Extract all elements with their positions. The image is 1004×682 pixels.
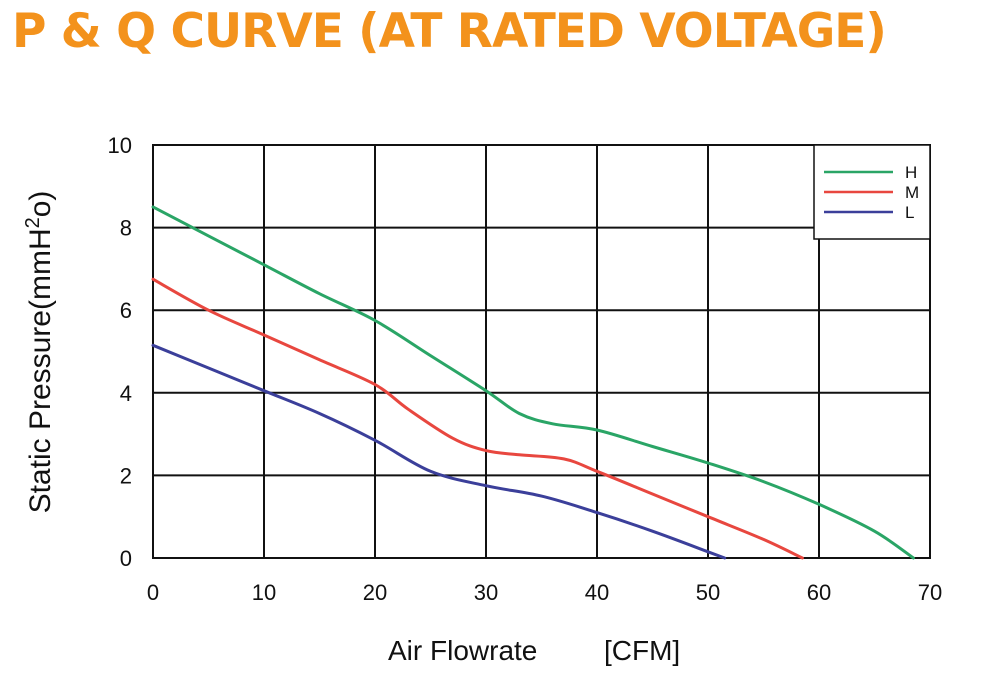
y-tick-labels: 0 2 4 6 8 10 bbox=[108, 133, 132, 571]
x-tick-label-1: 10 bbox=[252, 580, 276, 605]
y-tick-label-1: 2 bbox=[120, 463, 132, 488]
chart-title: P & Q CURVE (AT RATED VOLTAGE) bbox=[12, 4, 887, 59]
y-tick-label-4: 8 bbox=[120, 216, 132, 241]
legend-label-h: H bbox=[905, 163, 917, 182]
x-tick-label-7: 70 bbox=[918, 580, 942, 605]
legend-label-l: L bbox=[905, 203, 914, 222]
y-axis-label-superscript: 2 bbox=[22, 217, 44, 228]
x-tick-label-4: 40 bbox=[585, 580, 609, 605]
grid bbox=[153, 145, 930, 558]
x-tick-label-6: 60 bbox=[807, 580, 831, 605]
y-tick-label-0: 0 bbox=[120, 546, 132, 571]
legend-items: HML bbox=[824, 163, 919, 222]
series-line-h bbox=[151, 205, 915, 560]
y-tick-label-3: 6 bbox=[120, 298, 132, 323]
series-layer bbox=[151, 205, 915, 560]
x-tick-label-2: 20 bbox=[363, 580, 387, 605]
y-axis-label-end: o) bbox=[24, 191, 57, 218]
legend-label-m: M bbox=[905, 183, 919, 202]
y-tick-label-5: 10 bbox=[108, 133, 132, 158]
x-tick-labels: 0 10 20 30 40 50 60 70 bbox=[147, 580, 942, 605]
series-line-l bbox=[151, 343, 727, 560]
plot-area-frame bbox=[152, 144, 931, 559]
x-tick-label-3: 30 bbox=[474, 580, 498, 605]
legend: HML bbox=[813, 144, 931, 240]
x-axis-unit: [CFM] bbox=[604, 635, 680, 666]
x-tick-label-5: 50 bbox=[696, 580, 720, 605]
x-tick-label-0: 0 bbox=[147, 580, 159, 605]
series-line-m bbox=[151, 277, 804, 560]
y-axis-label: Static Pressure(mmH2o) bbox=[22, 191, 57, 514]
y-tick-label-2: 4 bbox=[120, 381, 132, 406]
y-axis-label-main: Static Pressure(mmH bbox=[24, 228, 57, 513]
x-axis-label: Air Flowrate bbox=[388, 635, 537, 666]
